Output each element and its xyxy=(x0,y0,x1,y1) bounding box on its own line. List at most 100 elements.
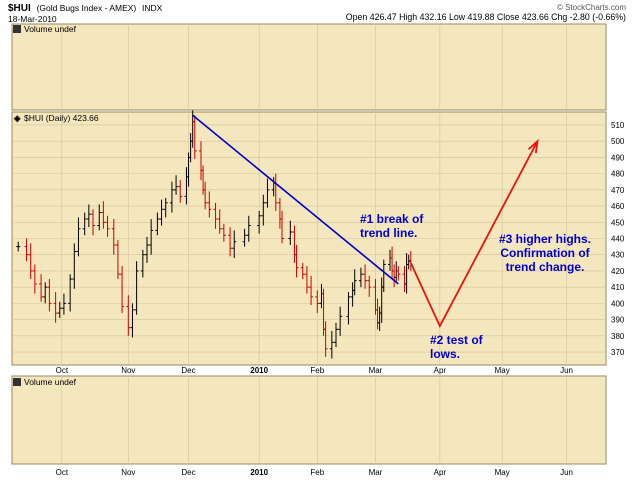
x-tick-label: Mar xyxy=(369,468,383,477)
ohlc-bar xyxy=(346,292,351,325)
x-tick-label: Feb xyxy=(310,366,324,375)
source-logo: © StockCharts.com xyxy=(557,3,626,12)
ohlc-bar xyxy=(145,236,149,263)
ohlc-bars xyxy=(16,110,413,359)
y-tick-label: 380 xyxy=(611,332,625,341)
annotation-2: #2 test of lows. xyxy=(430,333,484,361)
ohlc-bar xyxy=(396,266,401,281)
ohlc-bar xyxy=(134,261,139,315)
quote-line: Open 426.47 High 432.16 Low 419.88 Close… xyxy=(346,12,626,22)
y-tick-label: 400 xyxy=(611,299,625,308)
ohlc-bar xyxy=(32,264,37,294)
x-tick-label: 2010 xyxy=(250,366,268,375)
chart-date: 18-Mar-2010 xyxy=(8,14,57,24)
ohlc-bar xyxy=(315,290,320,314)
y-tick-label: 480 xyxy=(611,170,625,179)
trendline xyxy=(192,114,399,285)
ohlc-bar xyxy=(130,303,135,338)
annotations: #1 break of trend line. #2 test of lows. #3 … xyxy=(360,212,591,361)
volume-icon xyxy=(13,378,21,386)
ohlc-bar xyxy=(203,181,208,210)
annotation-line: #2 test of xyxy=(430,333,484,347)
bottom-volume-panel xyxy=(11,375,607,465)
ohlc-bar xyxy=(39,274,44,302)
x-tick-label: Mar xyxy=(369,366,383,375)
ohlc-bar xyxy=(338,306,343,336)
ohlc-bar xyxy=(304,266,309,294)
ohlc-bar xyxy=(115,240,120,280)
chart-header: $HUI (Gold Bugs Index - AMEX) INDX xyxy=(8,3,163,14)
ohlc-bar xyxy=(329,330,334,359)
annotation-line: Confirmation of xyxy=(500,246,590,260)
ohlc-bar xyxy=(47,279,52,312)
ohlc-bar xyxy=(82,212,87,236)
ohlc-bar xyxy=(53,292,58,323)
ohlc-bar xyxy=(169,181,174,213)
y-tick-label: 450 xyxy=(611,218,625,227)
x-tick-label: Apr xyxy=(434,366,447,375)
ohlc-bar xyxy=(140,249,145,278)
x-tick-label: Jun xyxy=(560,468,573,477)
index-name: (Gold Bugs Index - AMEX) xyxy=(37,3,137,13)
y-axis: 370 380 390 400 410 420 430 440 450 460 470 480 490 5… xyxy=(611,121,625,357)
ohlc-bar xyxy=(381,259,386,293)
price-label: $HUI (Daily) 423.66 xyxy=(24,113,99,123)
annotation-line: lows. xyxy=(430,347,460,361)
ohlc-bar xyxy=(207,191,212,218)
x-tick-label: Nov xyxy=(121,468,135,477)
y-tick-label: 390 xyxy=(611,316,625,325)
ohlc-bar xyxy=(192,115,197,160)
x-tick-label: Oct xyxy=(56,468,69,477)
ohlc-bar xyxy=(126,295,131,336)
y-tick-label: 510 xyxy=(611,121,625,130)
volume-icon xyxy=(13,25,21,33)
annotation-1: #1 break of trend line. xyxy=(360,212,424,240)
x-tick-label: Feb xyxy=(310,468,324,477)
ohlc-bar xyxy=(111,219,116,255)
annotation-line: trend change. xyxy=(506,260,585,274)
annotation-3: #3 higher highs. Confirmation of trend cha… xyxy=(499,232,591,274)
y-tick-label: 490 xyxy=(611,153,625,162)
ohlc-bar xyxy=(261,194,266,226)
ohlc-bar xyxy=(217,209,222,234)
ohlc-bar xyxy=(86,204,91,228)
projection-path xyxy=(409,140,539,329)
ohlc-bar xyxy=(72,243,77,289)
ohlc-bar xyxy=(246,215,251,242)
ohlc-bar xyxy=(16,241,21,252)
y-tick-label: 470 xyxy=(611,186,625,195)
y-tick-label: 460 xyxy=(611,202,625,211)
ohlc-bar xyxy=(367,275,372,297)
ohlc-bar xyxy=(288,220,293,245)
top-volume-panel xyxy=(11,23,607,111)
y-tick-label: 370 xyxy=(611,348,625,357)
x-axis: Oct Oct Nov Nov Dec Dec 2010 2010 Feb Feb Mar Mar Ap… xyxy=(56,366,573,477)
x-tick-label: Dec xyxy=(181,366,195,375)
y-tick-label: 430 xyxy=(611,251,625,260)
ohlc-bar xyxy=(228,227,233,257)
ohlc-bar xyxy=(120,266,125,314)
annotation-line: trend line. xyxy=(360,226,417,240)
ohlc-bar xyxy=(280,210,284,244)
x-tick-label: 2010 xyxy=(250,468,268,477)
symbol: $HUI xyxy=(8,3,31,14)
annotation-line: #1 break of xyxy=(360,212,424,226)
x-tick-label: Apr xyxy=(434,468,447,477)
y-tick-label: 440 xyxy=(611,235,625,244)
ohlc-bar xyxy=(334,322,338,348)
ohlc-bar xyxy=(24,238,29,262)
ohlc-bar xyxy=(159,199,164,226)
ohlc-bar xyxy=(155,212,160,236)
ohlc-bar xyxy=(358,267,363,288)
grid xyxy=(12,24,606,464)
ohlc-bar xyxy=(61,293,66,315)
ohlc-bar xyxy=(323,321,328,357)
ohlc-bar xyxy=(294,244,299,278)
x-tick-label: May xyxy=(495,366,510,375)
ohlc-bar xyxy=(232,230,237,258)
x-tick-label: May xyxy=(495,468,510,477)
exchange: INDX xyxy=(142,3,163,13)
ohlc-bar xyxy=(174,175,179,195)
